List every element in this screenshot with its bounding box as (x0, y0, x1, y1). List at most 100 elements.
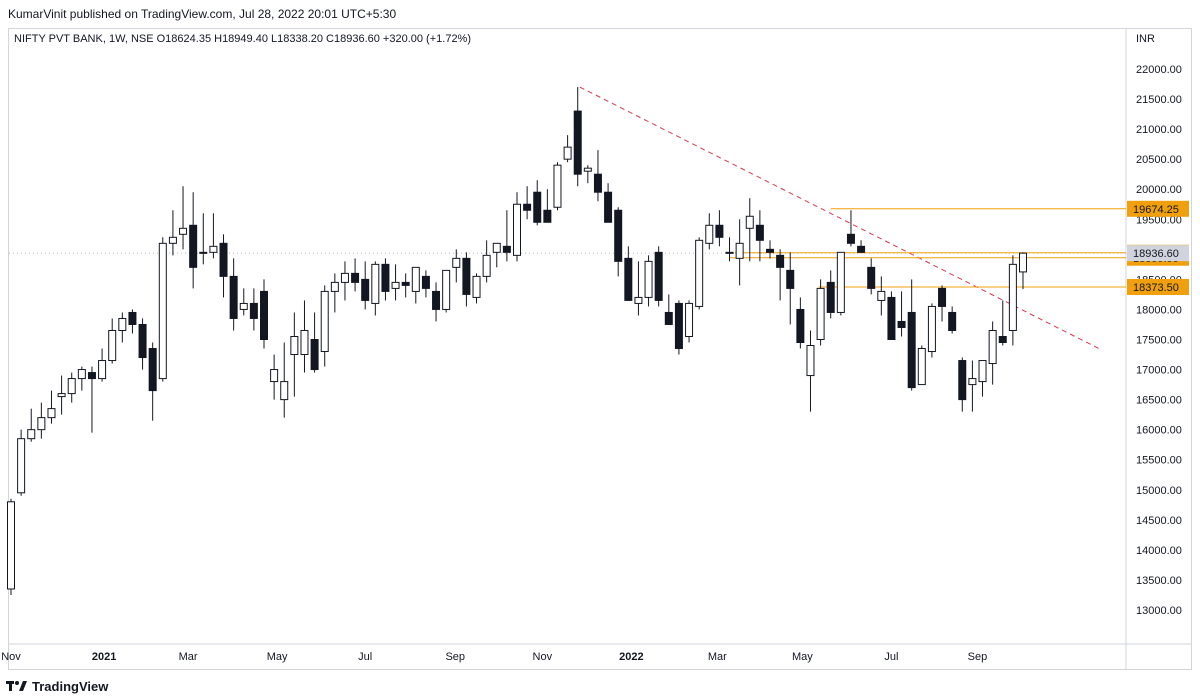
candle-up (634, 296, 643, 304)
candle-up (300, 329, 309, 356)
candle-up (158, 242, 167, 380)
candle-down (432, 290, 441, 310)
candle-down (958, 360, 967, 401)
candle-up (877, 290, 886, 301)
current-price-label-bg (1127, 245, 1189, 262)
candle-up (685, 302, 694, 337)
candle-down (776, 254, 785, 268)
candle-down (249, 302, 258, 319)
price-tick-label: 21000.00 (1136, 124, 1182, 136)
price-tick-label: 19500.00 (1136, 214, 1182, 226)
candle-down (593, 173, 602, 193)
candle-up (492, 242, 501, 253)
candle-up (644, 260, 653, 298)
candle-down (624, 257, 633, 301)
candle-down (573, 110, 582, 175)
time-tick-label: May (792, 651, 813, 663)
level-price-label-bg (1127, 278, 1189, 295)
time-tick-label: Sep (445, 651, 465, 663)
candle-down (897, 320, 906, 328)
downtrend-line (579, 86, 1100, 349)
candle-down (401, 281, 410, 286)
candle-down (361, 278, 370, 301)
candle-down (826, 281, 835, 313)
price-tick-label: 13500.00 (1136, 575, 1182, 587)
candle-up (816, 287, 825, 340)
candle-up (513, 203, 521, 256)
candle-up (67, 378, 76, 395)
candle-down (148, 348, 157, 392)
candle-down (786, 269, 795, 289)
top-bar: KumarVinit published on TradingView.com,… (0, 0, 1200, 28)
price-tick-label: 17500.00 (1136, 335, 1182, 347)
candle-down (310, 339, 319, 371)
candle-up (270, 369, 279, 383)
time-tick-label: Nov (533, 651, 553, 663)
candle-up (705, 224, 714, 244)
candle-down (766, 248, 774, 253)
symbol-ohlc-legend: NIFTY PVT BANK, 1W, NSE O18624.35 H18949… (14, 33, 471, 45)
candle-up (978, 360, 987, 383)
candle-up (168, 236, 177, 244)
candle-up (77, 369, 86, 380)
candle-up (391, 281, 400, 289)
candle-down (907, 311, 916, 389)
price-tick-label: 16500.00 (1136, 395, 1182, 407)
candle-up (442, 269, 451, 310)
level-price-label-bg (1127, 200, 1189, 217)
price-tick-label: 20000.00 (1136, 184, 1182, 196)
candle-down (189, 224, 198, 268)
candle-up (7, 501, 15, 590)
candle-up (836, 251, 845, 313)
candle-up (988, 329, 997, 365)
candle-up (98, 360, 107, 380)
candle-up (725, 251, 734, 254)
price-tick-label: 21500.00 (1136, 94, 1182, 106)
price-tick-label: 15000.00 (1136, 485, 1182, 497)
candle-up (482, 254, 491, 277)
candle-down (604, 191, 613, 223)
footer: TradingView (6, 676, 108, 696)
candle-up (695, 239, 704, 307)
level-price-label: 18373.50 (1133, 282, 1179, 294)
candle-down (674, 302, 683, 350)
candle-up (1019, 252, 1027, 273)
candle-down (614, 209, 623, 262)
time-tick-label: Mar (708, 651, 727, 663)
candle-down (948, 311, 957, 331)
time-tick-label: May (267, 651, 288, 663)
candle-up (371, 263, 380, 304)
candle-down (462, 257, 471, 295)
candle-down (229, 275, 238, 319)
candle-up (118, 317, 127, 331)
candle-up (917, 348, 926, 386)
price-tick-label: 20500.00 (1136, 154, 1182, 166)
candle-down (351, 272, 360, 283)
candle-down (260, 290, 268, 340)
time-tick-label: Nov (1, 651, 21, 663)
price-tick-label: 17000.00 (1136, 365, 1182, 377)
candle-up (472, 275, 481, 298)
chart-frame[interactable] (8, 28, 1192, 670)
price-tick-label: 15500.00 (1136, 455, 1182, 467)
candle-up (340, 272, 349, 283)
candle-down (654, 251, 663, 301)
candle-up (553, 164, 562, 208)
price-tick-label: 14500.00 (1136, 515, 1182, 527)
candle-down (867, 266, 876, 289)
candle-down (998, 335, 1007, 344)
candle-up (280, 381, 289, 401)
current-price-label: 18936.60 (1133, 248, 1179, 260)
footer-brand: TradingView (32, 678, 109, 694)
time-tick-label: Jul (884, 651, 898, 663)
candle-down (381, 263, 390, 292)
candle-up (209, 245, 218, 253)
candle-down (502, 245, 511, 253)
price-tick-label: 14000.00 (1136, 545, 1182, 557)
currency-label: INR (1136, 33, 1155, 45)
candle-down (523, 203, 532, 211)
candle-up (563, 146, 572, 160)
candle-down (543, 209, 552, 223)
candle-up (37, 417, 46, 431)
